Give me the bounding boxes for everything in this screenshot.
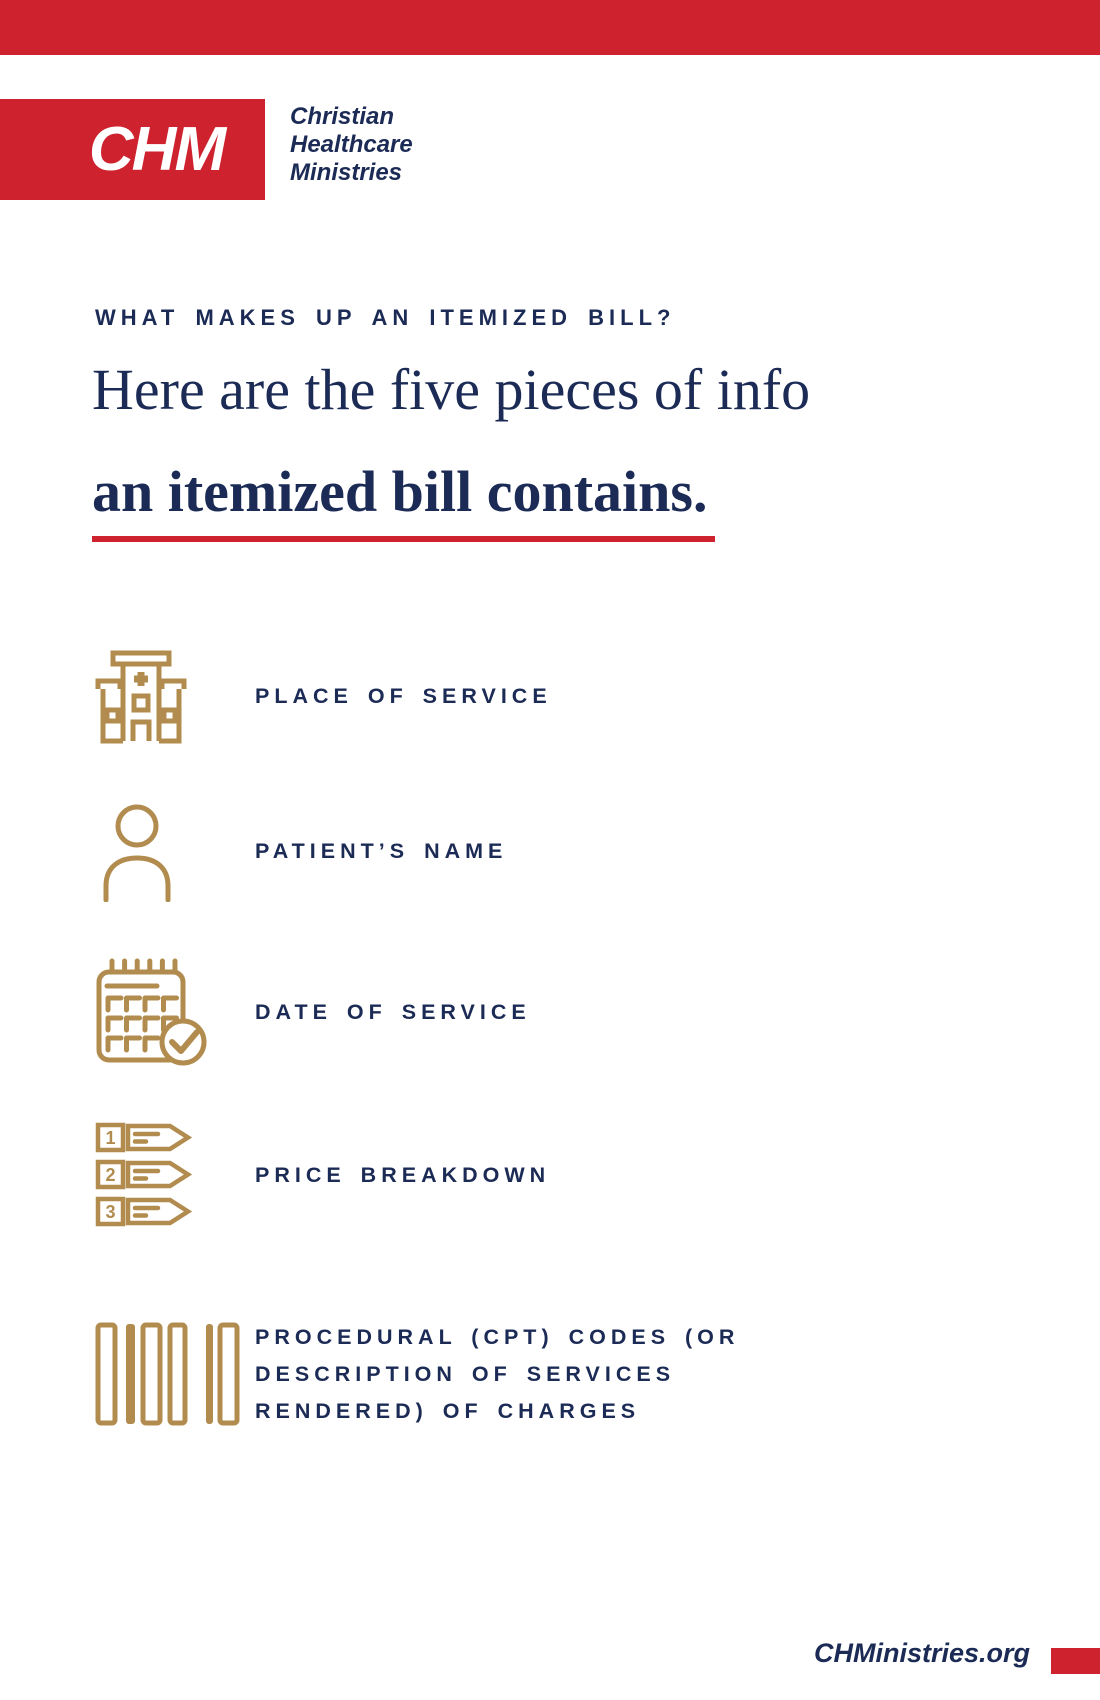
main-heading-line-1: Here are the five pieces of info bbox=[92, 357, 811, 422]
svg-text:3: 3 bbox=[105, 1202, 115, 1222]
red-accent-square bbox=[1051, 1648, 1100, 1674]
item-label: DATE OF SERVICE bbox=[255, 999, 531, 1024]
website-url: CHMinistries.org bbox=[813, 1638, 1030, 1668]
calendar-check-icon bbox=[95, 956, 255, 1068]
item-label: PROCEDURAL (CPT) CODES (OR DESCRIPTION O… bbox=[255, 1324, 740, 1423]
item-label: PLACE OF SERVICE bbox=[255, 683, 552, 708]
hospital-icon bbox=[95, 646, 255, 746]
top-accent-bar bbox=[0, 0, 1100, 55]
item-label: PRICE BREAKDOWN bbox=[255, 1162, 551, 1187]
person-icon bbox=[95, 800, 255, 902]
org-wordmark: Christian Healthcare Ministries bbox=[290, 103, 413, 186]
list-item-place-of-service: PLACE OF SERVICE bbox=[95, 646, 995, 746]
barcode-icon bbox=[95, 1322, 255, 1426]
eyebrow-heading: WHAT MAKES UP AN ITEMIZED BILL? bbox=[95, 305, 676, 330]
numbered-list-icon: 1 2 3 bbox=[95, 1122, 255, 1228]
list-item-price-breakdown: 1 2 3 bbox=[95, 1122, 995, 1228]
svg-text:1: 1 bbox=[105, 1128, 115, 1148]
list-item-date-of-service: DATE OF SERVICE bbox=[95, 956, 995, 1068]
list-item-patients-name: PATIENT’S NAME bbox=[95, 800, 995, 902]
chm-logo-text: CHM bbox=[88, 114, 226, 184]
chm-logo-box: CHM bbox=[0, 99, 265, 200]
main-heading-line-2-underlined: an itemized bill contains. bbox=[92, 458, 716, 543]
list-item-cpt-codes: PROCEDURAL (CPT) CODES (OR DESCRIPTION O… bbox=[95, 1318, 995, 1430]
item-label: PATIENT’S NAME bbox=[255, 838, 508, 863]
svg-text:2: 2 bbox=[105, 1165, 115, 1185]
